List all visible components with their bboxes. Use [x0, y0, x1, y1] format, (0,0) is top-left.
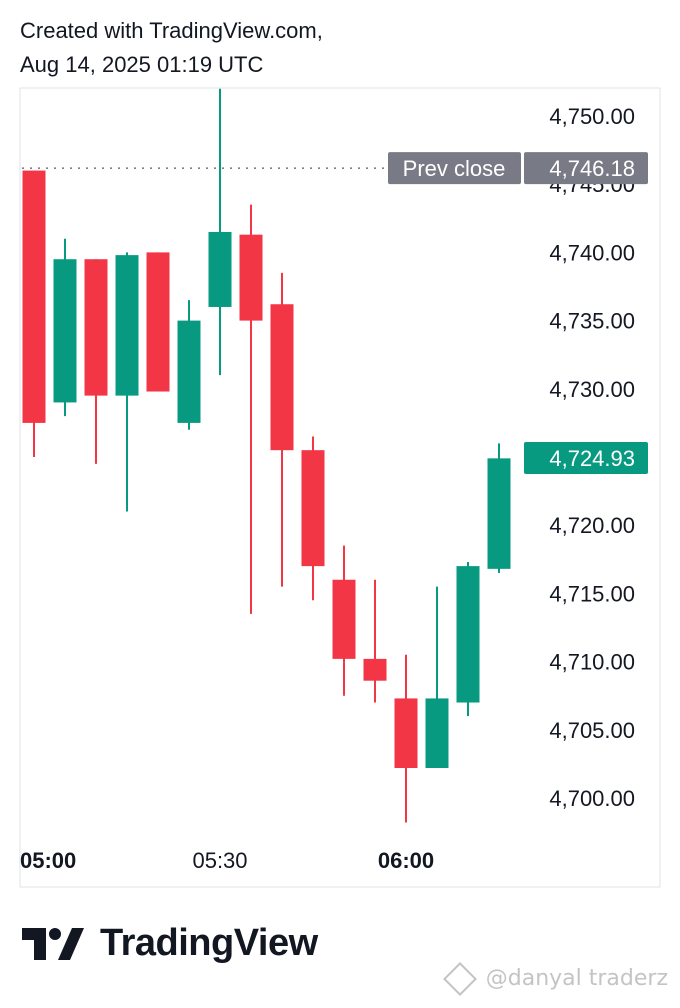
y-tick-label: 4,710.00: [549, 650, 635, 675]
candle-body[interactable]: [270, 304, 294, 451]
prev-close-price-bg: [524, 152, 648, 185]
tradingview-logo-icon: [22, 927, 84, 960]
candle-2[interactable]: [84, 259, 108, 464]
last-price-bg: [524, 441, 648, 474]
candle-12[interactable]: [394, 654, 418, 823]
x-tick-label: 05:30: [192, 848, 247, 873]
candle-body[interactable]: [115, 255, 139, 396]
candle-9[interactable]: [301, 436, 325, 601]
y-tick-label: 4,705.00: [549, 718, 635, 743]
prev-close-label: Prev close 4,746.18: [388, 152, 648, 185]
candle-5[interactable]: [177, 300, 201, 430]
candlestick-chart[interactable]: 4,700.00 4,705.00 4,710.00 4,715.00 4,720.00…: [0, 0, 680, 900]
tradingview-brand-text: TradingView: [100, 922, 318, 964]
chart-frame: [19, 87, 661, 888]
candle-body[interactable]: [363, 658, 387, 681]
candle-body[interactable]: [425, 698, 449, 768]
tradingview-logo[interactable]: TradingView: [22, 922, 318, 965]
y-tick-label: 4,750.00: [549, 104, 635, 129]
candle-6[interactable]: [208, 88, 232, 376]
prev-close-label-text: Prev close: [403, 156, 506, 181]
watermark: @danyal traderz: [442, 961, 668, 996]
candle-body[interactable]: [208, 231, 232, 307]
candle-14[interactable]: [456, 562, 480, 717]
watermark-diamond-icon: [442, 961, 477, 996]
candle-body[interactable]: [177, 320, 201, 423]
candle-1[interactable]: [53, 238, 77, 417]
candle-13[interactable]: [425, 586, 449, 768]
price-labels: Prev close 4,746.18 4,724.93: [388, 152, 648, 474]
y-tick-label: 4,715.00: [549, 581, 635, 606]
candle-15[interactable]: [487, 443, 511, 573]
candle-body[interactable]: [53, 259, 77, 403]
prev-close-label-bg: [388, 152, 521, 185]
candle-body[interactable]: [301, 450, 325, 567]
candle-7[interactable]: [239, 204, 263, 614]
x-tick-label: 06:00: [378, 848, 434, 873]
candle-body[interactable]: [239, 234, 263, 321]
candle-body[interactable]: [332, 579, 356, 659]
candle-10[interactable]: [332, 545, 356, 696]
candle-body[interactable]: [487, 458, 511, 569]
last-price-text: 4,724.93: [549, 446, 635, 471]
last-price-label: 4,724.93: [524, 441, 648, 474]
chart-header: Created with TradingView.com, Aug 14, 20…: [20, 14, 323, 82]
x-axis[interactable]: 05:00 05:30 06:00: [20, 848, 434, 873]
y-tick-label: 4,730.00: [549, 377, 635, 402]
prev-close-price-text: 4,746.18: [549, 156, 635, 181]
x-tick-label: 05:00: [20, 848, 76, 873]
y-tick-label: 4,720.00: [549, 513, 635, 538]
candle-body[interactable]: [22, 170, 46, 423]
candle-0[interactable]: [22, 170, 46, 457]
candle-body[interactable]: [146, 252, 170, 392]
y-tick-label: 4,740.00: [549, 240, 635, 265]
candle-11[interactable]: [363, 579, 387, 703]
timestamp-text: Aug 14, 2025 01:19 UTC: [20, 52, 264, 77]
created-with-text: Created with TradingView.com,: [20, 18, 323, 43]
candle-4[interactable]: [146, 252, 170, 392]
candle-body[interactable]: [456, 566, 480, 703]
candle-8[interactable]: [270, 272, 294, 587]
candle-3[interactable]: [115, 252, 139, 512]
candle-body[interactable]: [84, 259, 108, 396]
candle-body[interactable]: [394, 698, 418, 768]
candles-group[interactable]: [22, 88, 511, 823]
watermark-text: @danyal traderz: [485, 966, 668, 991]
y-tick-label: 4,735.00: [549, 309, 635, 334]
y-tick-label: 4,700.00: [549, 786, 635, 811]
